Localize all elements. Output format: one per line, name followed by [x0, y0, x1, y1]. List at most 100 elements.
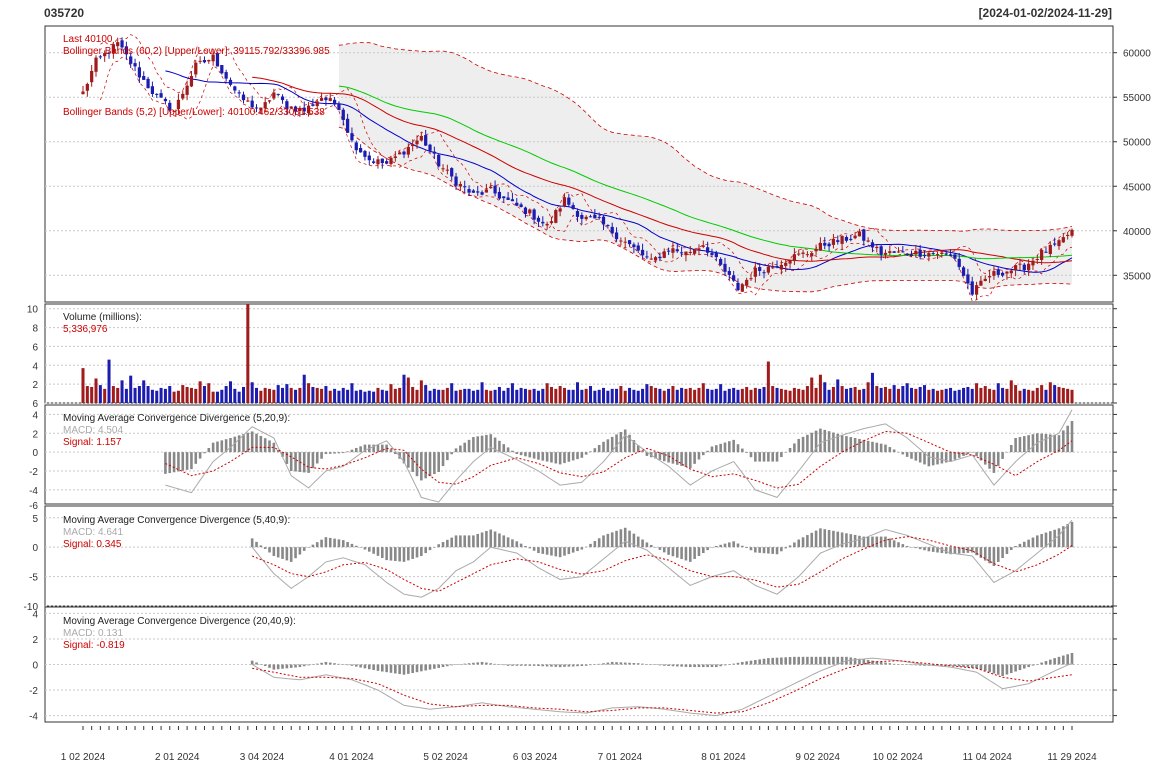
macd1-histogram-bar [923, 452, 926, 465]
volume-bar [814, 387, 818, 403]
volume-bar [129, 375, 133, 403]
volume-bar [532, 388, 536, 403]
macd1-histogram-bar [519, 452, 523, 456]
macd3-histogram-bar [328, 662, 332, 665]
volume-ytick-label: 6 [32, 342, 38, 353]
macd1-histogram-bar [957, 452, 961, 458]
x-axis-tick-label: 11 29 2024 [1047, 752, 1097, 763]
macd2-histogram-bar [498, 533, 501, 548]
candle-body [788, 260, 792, 264]
candle-body [463, 186, 467, 188]
candle-body [640, 249, 645, 256]
volume-bar [875, 386, 879, 403]
macd2-histogram-bar [801, 537, 805, 548]
macd1-histogram-bar [758, 452, 761, 462]
macd3-histogram-bar [1049, 659, 1052, 665]
volume-bar [771, 386, 775, 403]
candle-body [883, 252, 888, 255]
volume-bar [250, 382, 254, 403]
macd2-histogram-bar [1044, 532, 1048, 548]
macd2-histogram-bar [402, 547, 406, 562]
candle-body [137, 67, 142, 78]
candle-body [857, 231, 862, 237]
macd3-histogram-bar [827, 656, 831, 665]
macd3-histogram-bar [1005, 664, 1009, 675]
candle-body [272, 92, 276, 99]
volume-bar [333, 388, 337, 403]
macd2-histogram-bar [918, 547, 922, 550]
macd1-histogram-bar [931, 452, 935, 466]
macd2-histogram-bar [311, 544, 315, 548]
candle-body [289, 106, 293, 108]
volume-bar [870, 372, 874, 403]
volume-bar [545, 383, 549, 403]
macd2-histogram-bar [649, 544, 653, 548]
volume-bar [667, 388, 671, 403]
volume-bar [441, 389, 445, 403]
candle-body [779, 264, 783, 270]
macd2-histogram-bar [944, 547, 948, 554]
volume-bar [120, 380, 124, 403]
macd2-histogram-bar [1027, 539, 1030, 548]
candle-body [276, 93, 280, 95]
chart-symbol: 035720 [44, 6, 85, 20]
volume-bar [801, 389, 805, 403]
macd3-histogram-bar [892, 663, 896, 665]
candle-body [944, 253, 948, 255]
volume-bar [98, 385, 102, 403]
volume-bar [502, 390, 506, 403]
macd1-histogram-bar [918, 452, 922, 463]
macd2-histogram-bar [489, 529, 493, 548]
candle-body [888, 251, 892, 254]
macd2-histogram-bar [1057, 528, 1061, 548]
macd2-histogram-bar [537, 547, 540, 554]
volume-bar [302, 374, 306, 403]
volume-bar [163, 388, 167, 403]
macd2-histogram-bar [302, 547, 306, 551]
macd1-histogram-bar [771, 452, 774, 462]
macd1-histogram-bar [480, 435, 484, 453]
volume-bar [1057, 386, 1061, 403]
macd1-histogram-bar [255, 433, 258, 453]
macd3-histogram-bar [684, 664, 688, 667]
macd2-histogram-bar [485, 531, 488, 548]
candle-body [467, 189, 471, 193]
macd3-histogram-bar [641, 663, 644, 665]
macd3-histogram-bar [398, 664, 401, 675]
macd3-histogram-bar [793, 656, 796, 665]
volume-bar [168, 386, 172, 403]
macd1-histogram-bar [302, 452, 306, 473]
candle-body [1057, 240, 1061, 247]
x-axis-tick-label: 11 04 2024 [963, 752, 1013, 763]
macd3-histogram-bar [407, 664, 410, 674]
macd3-histogram-bar [532, 664, 536, 666]
volume-bar [575, 382, 580, 403]
macd1-histogram-bar [420, 452, 423, 481]
macd2-histogram-bar [315, 542, 319, 548]
volume-bar [536, 390, 540, 403]
candle-body [805, 254, 810, 256]
volume-bar [471, 390, 475, 403]
macd1-histogram-bar [806, 434, 809, 453]
price-ytick-label: 50000 [1123, 138, 1151, 149]
candle-body [389, 157, 393, 165]
macd1-histogram-bar [307, 452, 310, 473]
macd2-histogram-bar [693, 547, 696, 559]
candle-body [792, 254, 797, 262]
macd2-ytick-label: 0 [32, 543, 38, 554]
macd1-histogram-bar [463, 442, 467, 453]
volume-bar [736, 389, 740, 403]
macd2-histogram-bar [754, 547, 757, 553]
macd1-histogram-bar [172, 452, 176, 473]
volume-bar [263, 387, 267, 403]
candle-body [90, 70, 94, 83]
volume-bar [671, 386, 675, 403]
macd2-histogram-bar [276, 547, 280, 558]
macd3-histogram-bar [905, 664, 909, 665]
macd2-histogram-bar [758, 547, 761, 553]
candle-body [632, 244, 636, 248]
macd2-histogram-bar [1062, 526, 1065, 548]
candle-body [450, 168, 454, 177]
volume-bar [992, 389, 996, 403]
bollinger-5-upper [100, 34, 1073, 275]
